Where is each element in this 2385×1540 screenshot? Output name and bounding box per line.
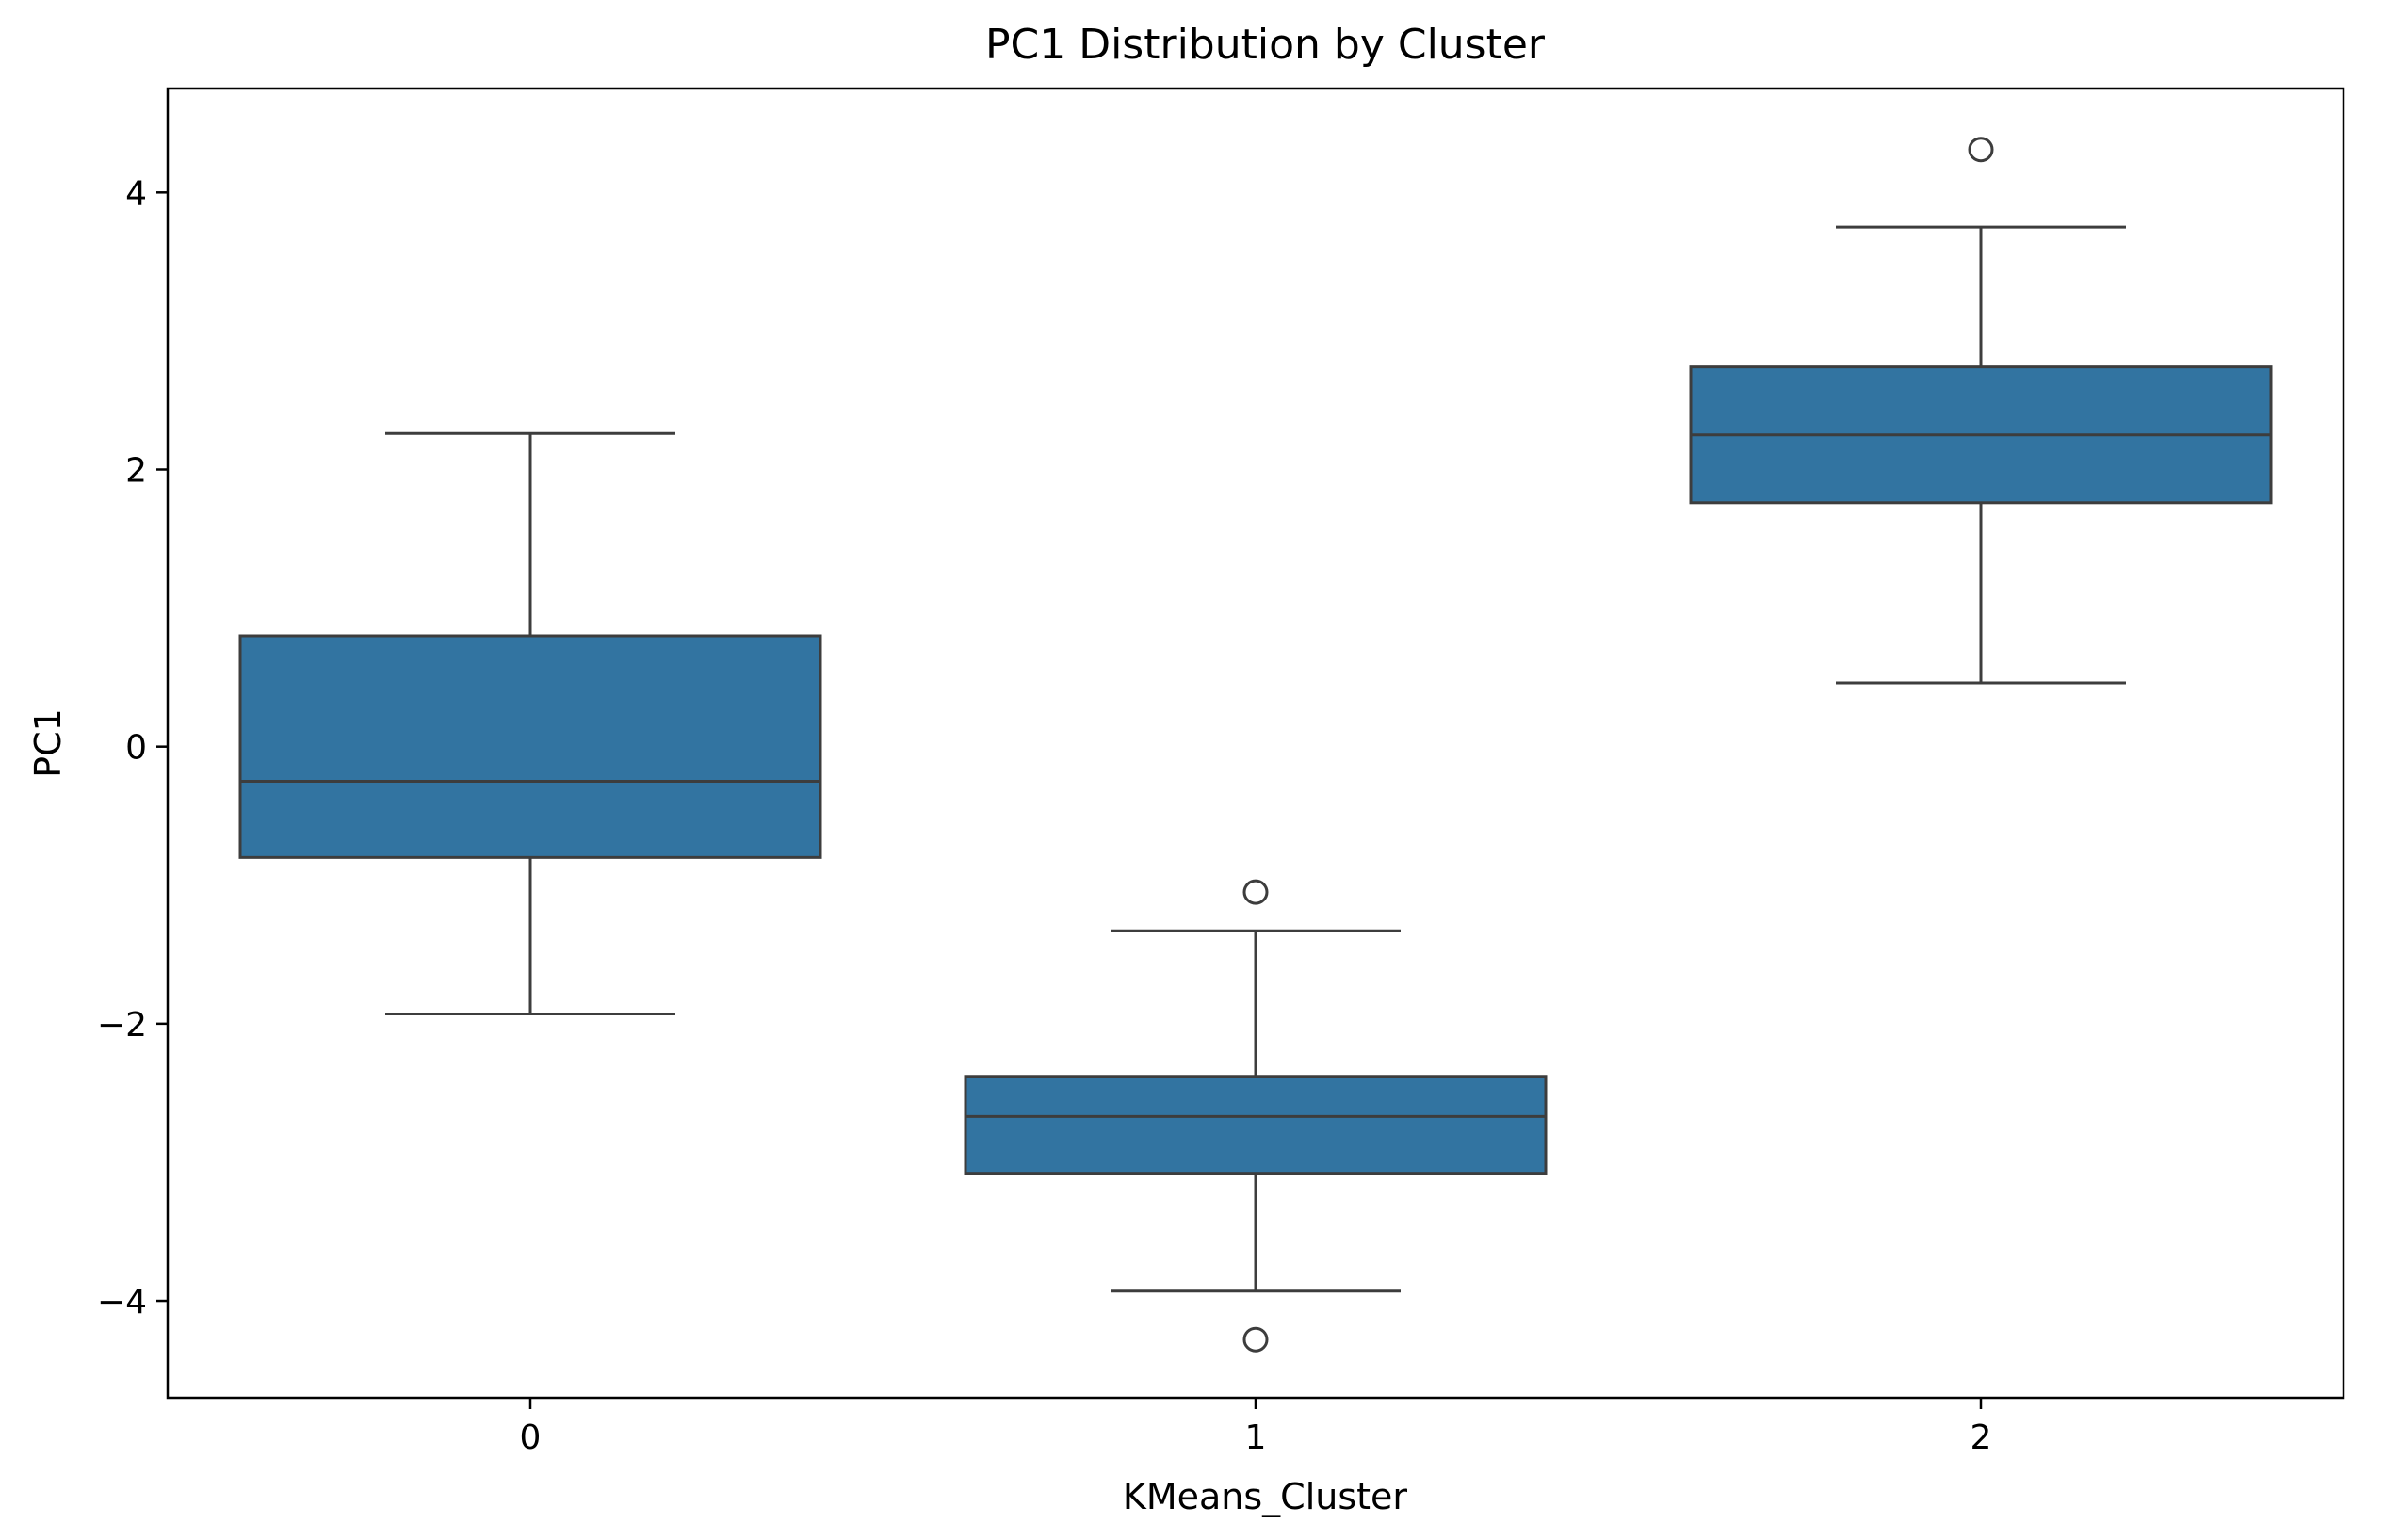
box-1 <box>964 1075 1548 1175</box>
outlier-point <box>1242 879 1269 905</box>
y-axis-ticks: −4 −2 0 2 4 <box>97 174 168 1321</box>
box-0 <box>238 634 822 859</box>
y-tick-label: −4 <box>97 1283 147 1321</box>
outlier-point <box>1968 137 1994 163</box>
x-tick-label: 2 <box>1971 1418 1992 1457</box>
x-axis-label: KMeans_Cluster <box>1123 1476 1408 1517</box>
y-tick-label: 4 <box>125 174 147 213</box>
y-tick-label: 0 <box>125 729 147 768</box>
outlier-point <box>1242 1326 1269 1353</box>
box-group-1 <box>964 879 1548 1353</box>
y-tick-label: 2 <box>125 451 147 490</box>
chart-title: PC1 Distribution by Cluster <box>985 21 1546 69</box>
y-tick-label: −2 <box>97 1006 147 1045</box>
x-tick-label: 1 <box>1245 1418 1267 1457</box>
x-axis-ticks: 0 1 2 <box>520 1398 1992 1457</box>
x-tick-label: 0 <box>520 1418 542 1457</box>
y-axis-label: PC1 <box>27 708 69 778</box>
box-group-0 <box>238 431 822 1016</box>
box-group-2 <box>1689 137 2273 685</box>
plot-frame <box>166 87 2345 1400</box>
plot-marks <box>238 137 2273 1353</box>
